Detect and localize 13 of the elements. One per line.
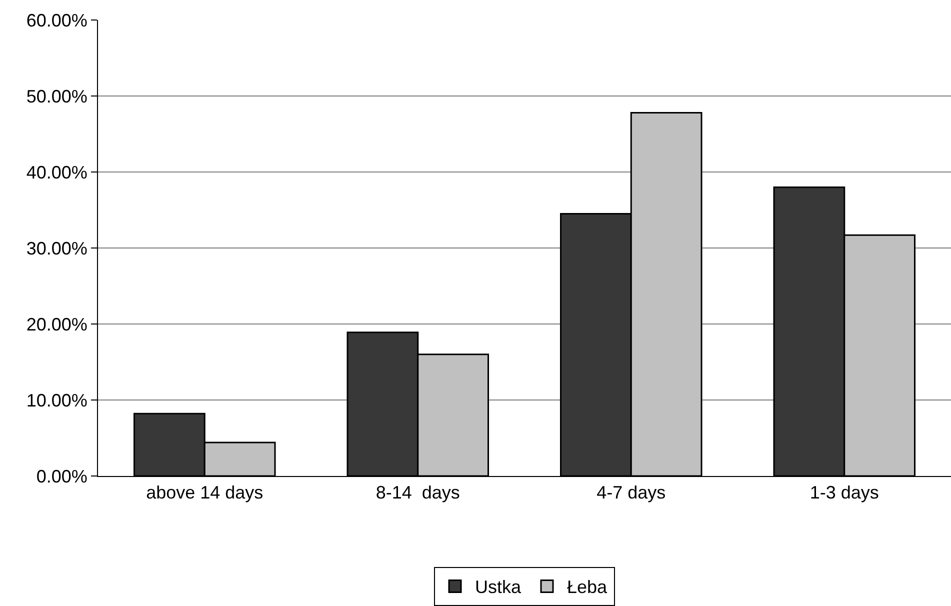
y-tick-label: 0.00% [36,466,88,486]
legend-label: Łeba [567,577,608,598]
x-tick-label: above 14 days [146,482,264,503]
legend-label: Ustka [475,577,522,598]
y-tick-label: 20.00% [26,314,88,334]
y-tick-label: 60.00% [26,10,88,30]
x-tick-label: 1-3 days [810,482,879,503]
y-tick-label: 10.00% [26,390,88,410]
y-tick-label: 30.00% [26,238,88,258]
y-tick-label: 50.00% [26,86,88,106]
x-tick-label: 8-14 days [376,482,460,503]
x-tick-label: 4-7 days [596,482,666,503]
y-tick-label: 40.00% [26,162,88,182]
